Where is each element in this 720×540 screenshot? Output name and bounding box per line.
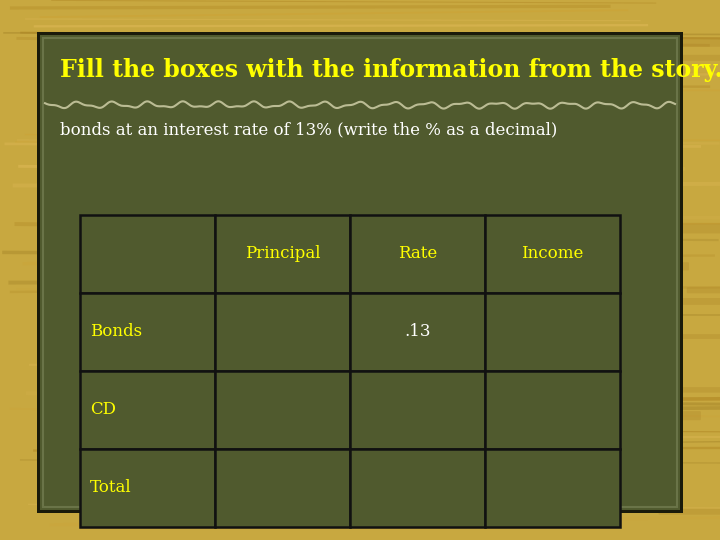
Bar <box>350 215 485 293</box>
Bar <box>40 35 680 510</box>
FancyBboxPatch shape <box>270 346 568 351</box>
FancyBboxPatch shape <box>148 480 321 488</box>
Text: Fill the boxes with the information from the story.: Fill the boxes with the information from… <box>60 58 720 82</box>
Bar <box>485 449 620 527</box>
Bar <box>350 293 485 371</box>
Text: Principal: Principal <box>245 246 320 262</box>
Text: CD: CD <box>90 402 116 418</box>
Text: bonds at an interest rate of 13% (write the % as a decimal): bonds at an interest rate of 13% (write … <box>60 122 557 138</box>
Bar <box>43 38 677 507</box>
Bar <box>215 449 350 527</box>
Bar <box>80 449 215 527</box>
Bar <box>485 215 620 293</box>
Bar <box>350 371 485 449</box>
Bar <box>215 293 350 371</box>
Bar <box>485 371 620 449</box>
Text: Bonds: Bonds <box>90 323 142 341</box>
Text: Rate: Rate <box>398 246 437 262</box>
FancyBboxPatch shape <box>651 334 720 339</box>
Bar <box>485 293 620 371</box>
Text: .13: .13 <box>404 323 431 341</box>
Bar <box>80 215 215 293</box>
Bar <box>80 293 215 371</box>
Bar <box>215 215 350 293</box>
Text: Income: Income <box>521 246 584 262</box>
FancyBboxPatch shape <box>659 509 720 515</box>
FancyBboxPatch shape <box>514 262 689 271</box>
FancyBboxPatch shape <box>667 387 720 393</box>
Bar <box>350 449 485 527</box>
Bar <box>215 371 350 449</box>
FancyBboxPatch shape <box>138 382 327 389</box>
FancyBboxPatch shape <box>76 177 301 186</box>
FancyBboxPatch shape <box>267 400 397 407</box>
FancyBboxPatch shape <box>678 37 720 47</box>
FancyBboxPatch shape <box>413 411 701 420</box>
FancyBboxPatch shape <box>577 224 720 233</box>
FancyBboxPatch shape <box>616 55 720 61</box>
FancyBboxPatch shape <box>644 298 720 305</box>
Text: Total: Total <box>90 480 132 496</box>
Bar <box>37 32 683 513</box>
FancyBboxPatch shape <box>687 287 720 293</box>
Bar <box>80 371 215 449</box>
